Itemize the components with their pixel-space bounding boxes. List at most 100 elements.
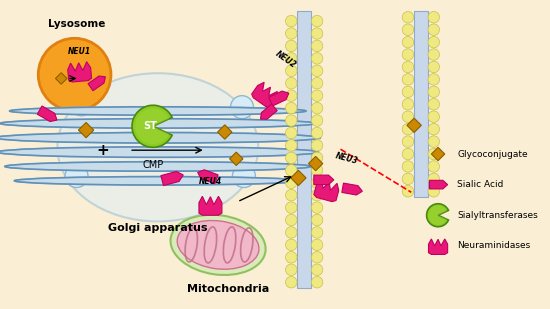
Polygon shape [68,62,91,82]
Circle shape [285,214,297,226]
Polygon shape [431,147,445,161]
Ellipse shape [177,221,259,269]
Circle shape [402,111,414,122]
Text: Glycoconjugate: Glycoconjugate [457,150,528,159]
Circle shape [285,102,297,114]
Circle shape [285,152,297,163]
Polygon shape [342,183,362,195]
Circle shape [285,177,297,188]
Bar [414,11,428,197]
Circle shape [230,96,254,119]
Text: Golgi apparatus: Golgi apparatus [108,223,207,233]
Circle shape [285,65,297,77]
Circle shape [285,227,297,238]
Circle shape [402,11,414,23]
Polygon shape [261,104,277,119]
Circle shape [428,49,439,60]
Text: CMP: CMP [142,159,164,170]
Polygon shape [314,175,334,184]
Circle shape [402,186,414,197]
Circle shape [285,78,297,89]
Text: Sialyltransferases: Sialyltransferases [457,211,538,220]
Circle shape [311,78,323,89]
Wedge shape [132,105,172,147]
Polygon shape [197,170,218,184]
Polygon shape [37,106,57,121]
Circle shape [311,90,323,101]
Polygon shape [199,196,222,215]
Circle shape [285,165,297,176]
Circle shape [402,49,414,60]
Circle shape [311,264,323,276]
Polygon shape [430,180,448,189]
Text: ST: ST [143,121,157,131]
Circle shape [39,38,111,111]
Circle shape [428,136,439,147]
Circle shape [428,24,439,36]
Circle shape [428,86,439,98]
Circle shape [311,277,323,288]
Circle shape [428,186,439,197]
Circle shape [285,252,297,263]
Circle shape [311,40,323,52]
Wedge shape [427,204,448,227]
Wedge shape [428,205,447,225]
Text: Lysosome: Lysosome [48,19,105,29]
Circle shape [402,136,414,147]
Circle shape [311,115,323,126]
Circle shape [311,214,323,226]
Ellipse shape [170,215,266,275]
Ellipse shape [5,162,311,171]
Circle shape [311,127,323,139]
Circle shape [285,264,297,276]
Polygon shape [407,118,421,133]
Circle shape [428,61,439,73]
Polygon shape [291,170,306,186]
Circle shape [402,148,414,160]
Circle shape [402,61,414,73]
Text: Neuraminidases: Neuraminidases [457,241,530,250]
Polygon shape [161,171,183,186]
Ellipse shape [14,177,301,185]
Circle shape [285,127,297,139]
Circle shape [311,177,323,188]
Circle shape [402,36,414,48]
Circle shape [428,123,439,135]
Wedge shape [135,108,169,144]
Circle shape [285,40,297,52]
Ellipse shape [0,119,316,128]
Circle shape [311,202,323,213]
Circle shape [311,28,323,39]
Circle shape [311,53,323,64]
Circle shape [428,11,439,23]
Circle shape [311,165,323,176]
Circle shape [65,165,88,188]
Text: Sialic Acid: Sialic Acid [457,180,504,189]
Circle shape [285,140,297,151]
Circle shape [311,152,323,163]
Circle shape [285,202,297,213]
Text: NEU4: NEU4 [199,176,222,186]
Circle shape [402,161,414,172]
Circle shape [402,74,414,85]
Circle shape [402,173,414,185]
Circle shape [285,53,297,64]
Circle shape [311,15,323,27]
Polygon shape [218,125,232,139]
Circle shape [402,86,414,98]
Circle shape [233,165,255,188]
Circle shape [428,36,439,48]
Polygon shape [252,82,277,107]
Circle shape [311,102,323,114]
Polygon shape [428,239,448,254]
Circle shape [311,65,323,77]
Polygon shape [229,152,243,166]
Ellipse shape [9,107,306,115]
Circle shape [285,239,297,251]
Polygon shape [314,179,339,202]
Circle shape [311,189,323,201]
Bar [297,11,311,288]
Ellipse shape [0,147,318,157]
Circle shape [428,148,439,160]
Polygon shape [309,156,323,171]
